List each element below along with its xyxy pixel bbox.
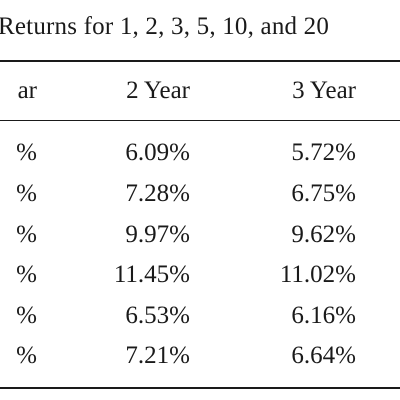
- table-cell: 5.72%: [291, 139, 356, 166]
- table-top-rule: [0, 60, 400, 62]
- table-cell: %: [16, 221, 37, 248]
- table-cell: 6.75%: [291, 180, 356, 207]
- table-cell: 7.21%: [125, 342, 190, 369]
- table-caption: Returns for 1, 2, 3, 5, 10, and 20: [0, 13, 330, 40]
- table-cell: %: [16, 261, 37, 288]
- table-cell: %: [16, 180, 37, 207]
- table-cell: 7.28%: [125, 180, 190, 207]
- table-cell: 9.62%: [291, 221, 356, 248]
- table-cell: 6.16%: [291, 302, 356, 329]
- table-bottom-rule: [0, 387, 400, 389]
- table-cell: %: [16, 139, 37, 166]
- table-cell: 11.45%: [113, 261, 190, 288]
- table-cell: 9.97%: [125, 221, 190, 248]
- column-header-2-year: 2 Year: [126, 77, 190, 104]
- table-cell: 11.02%: [279, 261, 356, 288]
- column-header-3-year: 3 Year: [292, 77, 356, 104]
- table-cell: 6.09%: [125, 139, 190, 166]
- column-header-1-year: ar: [17, 77, 37, 104]
- table-header-rule: [0, 120, 400, 121]
- table-cell: %: [16, 302, 37, 329]
- table-cell: %: [16, 342, 37, 369]
- table-cell: 6.64%: [291, 342, 356, 369]
- table-cell: 6.53%: [125, 302, 190, 329]
